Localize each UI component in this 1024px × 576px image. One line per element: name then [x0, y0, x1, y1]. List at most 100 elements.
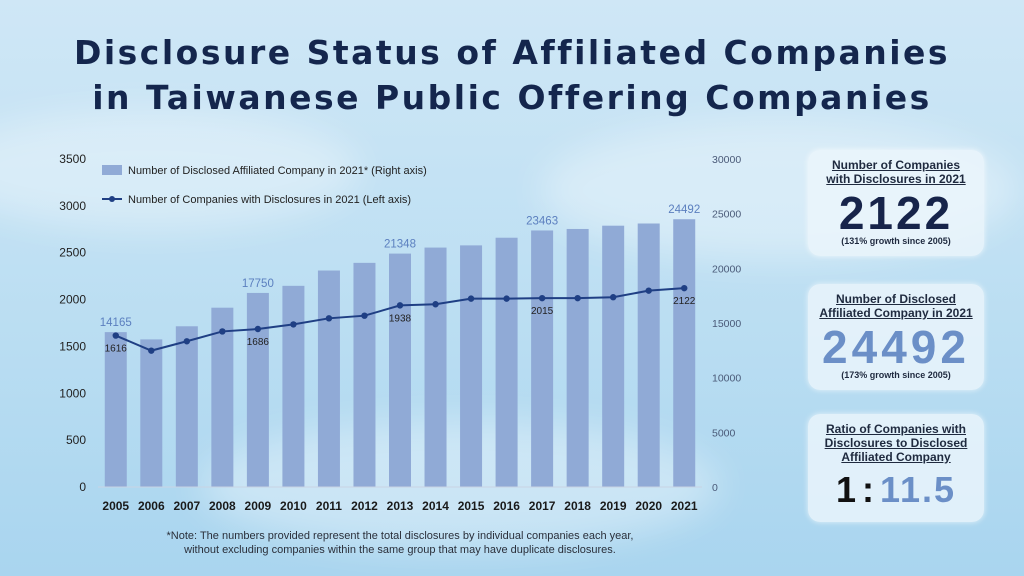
x-tick-label: 2016	[493, 499, 520, 513]
footnote: *Note: The numbers provided represent th…	[110, 529, 690, 557]
right-axis-tick-label: 10000	[712, 373, 741, 385]
title-line-1: Disclosure Status of Affiliated Companie…	[73, 33, 951, 72]
x-tick-label: 2017	[529, 499, 556, 513]
affiliated-card-growth: (173% growth since 2005)	[841, 370, 951, 380]
left-axis-tick-label: 2500	[59, 246, 86, 260]
right-axis-tick-label: 20000	[712, 263, 741, 275]
left-axis-tick-label: 0	[79, 480, 86, 494]
x-tick-label: 2019	[600, 499, 627, 513]
affiliated-card-value: 24492	[822, 321, 970, 373]
x-tick-label: 2010	[280, 499, 307, 513]
bar-2019	[602, 225, 625, 487]
left-axis-tick-label: 3500	[59, 152, 86, 166]
x-tick-label: 2021	[671, 499, 698, 513]
affiliated-card-label: Number of Disclosed Affiliated Company i…	[808, 292, 984, 320]
bar-2007	[175, 326, 198, 487]
ratio-card-label: Ratio of Companies with Disclosures to D…	[808, 422, 984, 464]
x-tick-label: 2015	[458, 499, 485, 513]
line-point-2015	[467, 295, 475, 302]
right-axis-tick-label: 30000	[712, 154, 741, 166]
bar-2018	[566, 228, 589, 487]
x-tick-label: 2018	[564, 499, 591, 513]
companies-card: Number of Companies with Disclosures in …	[808, 150, 984, 256]
affiliated-card-label-1: Number of Disclosed	[835, 292, 957, 306]
x-tick-label: 2013	[387, 499, 414, 513]
right-axis-tick-label: 5000	[712, 427, 736, 439]
legend-bar-label: Number of Disclosed Affiliated Company i…	[128, 165, 427, 177]
ratio-right: 11.5	[879, 469, 957, 510]
affiliated-card-label-2: Affiliated Company in 2021	[819, 306, 973, 320]
line-point-2006	[148, 347, 155, 354]
line-point-2007	[183, 338, 191, 345]
x-tick-label: 2011	[316, 499, 342, 513]
bar-2020	[637, 223, 660, 488]
line-point-2012	[361, 312, 368, 319]
companies-card-label-2: with Disclosures in 2021	[826, 172, 966, 186]
line-point-2013	[396, 302, 404, 309]
x-tick-label: 2014	[422, 499, 449, 513]
x-tick-label: 2020	[635, 499, 662, 513]
left-axis-tick-label: 1000	[59, 386, 86, 400]
line-data-label: 1938	[389, 313, 412, 324]
line-data-label: 1686	[247, 337, 270, 348]
legend-line-label: Number of Companies with Disclosures in …	[128, 194, 411, 206]
left-axis-tick-label: 500	[66, 433, 86, 447]
x-tick-label: 2005	[102, 499, 129, 513]
bar-2013	[389, 253, 411, 487]
footnote-line-1: *Note: The numbers provided represent th…	[166, 530, 634, 542]
bar-data-label: 17750	[242, 278, 274, 290]
x-tick-label: 2006	[138, 499, 165, 513]
x-tick-label: 2009	[245, 499, 272, 513]
bar-2021	[673, 219, 696, 487]
bar-2008	[211, 307, 234, 487]
left-axis-tick-label: 1500	[59, 339, 86, 353]
line-point-2017	[538, 294, 546, 302]
bar-data-label: 14165	[100, 317, 132, 329]
ratio-card-label-3: Affiliated Company	[841, 450, 951, 464]
line-data-label: 2015	[531, 306, 554, 317]
bar-2012	[353, 262, 376, 487]
bar-2014	[424, 247, 447, 487]
affiliated-card: Number of Disclosed Affiliated Company i…	[808, 284, 984, 390]
x-tick-label: 2008	[209, 499, 236, 513]
bar-data-label: 21348	[384, 239, 416, 251]
right-axis-tick-label: 0	[712, 482, 718, 494]
right-axis-tick-label: 15000	[712, 318, 741, 330]
bar-2011	[317, 270, 340, 487]
left-axis-tick-label: 2000	[59, 293, 86, 307]
ratio-separator: :	[861, 469, 874, 510]
footnote-line-2: without excluding companies within the s…	[184, 544, 616, 556]
title-line-2: in Taiwanese Public Offering Companies	[92, 78, 932, 117]
ratio-card-label-1: Ratio of Companies with	[825, 422, 966, 436]
companies-card-label: Number of Companies with Disclosures in …	[808, 158, 984, 186]
line-point-2019	[609, 294, 617, 301]
line-point-2020	[645, 287, 652, 294]
line-point-2009	[254, 325, 262, 333]
line-point-2011	[325, 315, 333, 322]
line-point-2010	[290, 321, 297, 328]
bar-data-label: 23463	[526, 215, 558, 227]
x-tick-label: 2007	[173, 499, 200, 513]
line-point-2016	[503, 295, 510, 302]
companies-card-label-1: Number of Companies	[831, 158, 960, 172]
line-point-2008	[219, 328, 226, 335]
ratio-value: 1:11.5	[808, 470, 984, 510]
bar-2010	[282, 285, 305, 487]
x-tick-label: 2012	[351, 499, 378, 513]
bar-2015	[460, 245, 483, 487]
legend-bar-swatch	[102, 165, 122, 175]
legend-line-marker	[109, 196, 115, 202]
ratio-card-label-2: Disclosures to Disclosed	[824, 436, 968, 450]
line-data-label: 2122	[673, 296, 696, 307]
line-data-label: 1616	[105, 344, 128, 355]
page-title: Disclosure Status of Affiliated Companie…	[0, 30, 1024, 120]
line-point-2005	[112, 332, 119, 339]
bar-2006	[140, 339, 163, 487]
ratio-card: Ratio of Companies with Disclosures to D…	[808, 414, 984, 522]
bar-data-label: 24492	[668, 204, 700, 216]
bar-2017	[531, 230, 554, 488]
left-axis-tick-label: 3000	[59, 199, 86, 213]
companies-card-growth: (131% growth since 2005)	[841, 236, 951, 246]
bar-2016	[495, 237, 518, 487]
